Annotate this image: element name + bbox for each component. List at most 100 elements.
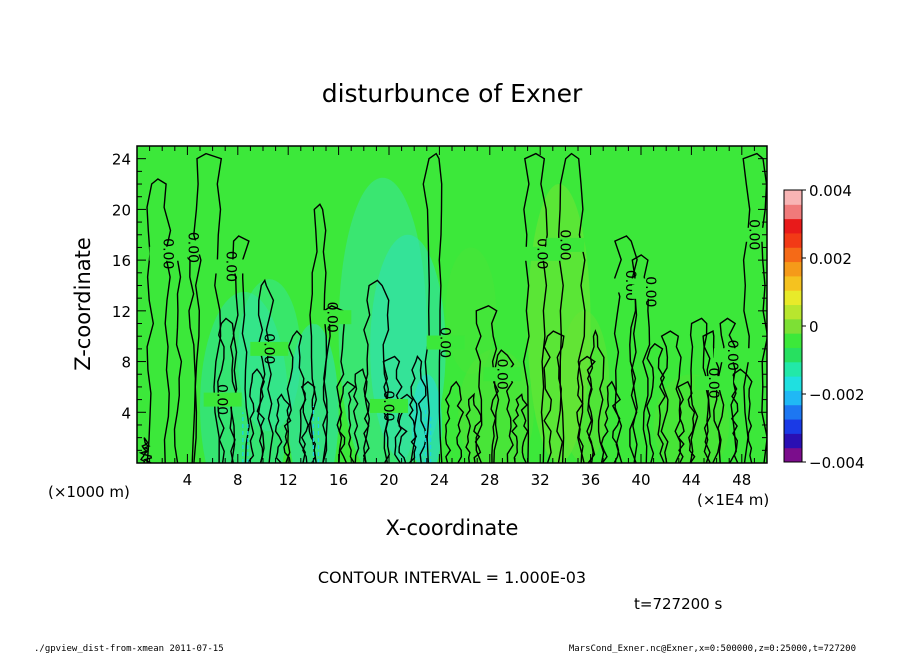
contour-line xyxy=(730,368,753,463)
contour-label-bg xyxy=(212,259,251,274)
contour-line xyxy=(557,152,586,463)
contour-label-bg xyxy=(735,227,767,242)
colorbar-swatch xyxy=(784,218,802,234)
contour-label: 0.00 xyxy=(745,219,761,250)
y-tick-label: 24 xyxy=(112,151,131,169)
contour-line xyxy=(490,349,515,463)
contour-line xyxy=(193,152,223,463)
contour-line xyxy=(146,178,172,463)
y-axis-label: Z-coordinate xyxy=(71,237,95,371)
x-scale-label: (×1E4 m) xyxy=(697,491,769,509)
colorbar-swatch xyxy=(784,333,802,348)
colorbar-swatch xyxy=(784,290,802,306)
contour-line xyxy=(702,330,721,463)
contour-line xyxy=(300,380,317,463)
y-tick-label: 12 xyxy=(112,303,131,321)
colorbar-tick-label: −0.004 xyxy=(809,454,865,472)
colorbar-swatch xyxy=(784,376,802,391)
x-tick-label: 28 xyxy=(480,471,499,489)
contour-label-bg xyxy=(483,367,522,382)
colorbar-tick-label: 0.004 xyxy=(809,182,852,200)
contour-label-bg xyxy=(250,341,289,356)
x-unit-label: (×1000 m) xyxy=(48,483,130,501)
x-tick-label: 44 xyxy=(682,471,701,489)
y-tick-label: 8 xyxy=(121,354,131,372)
contour-label: 0.00 xyxy=(493,359,509,390)
contour-label-bg xyxy=(632,284,671,299)
contour-label: 0.00 xyxy=(380,390,396,421)
x-tick-label: 8 xyxy=(233,471,243,489)
colorbar-swatch xyxy=(784,433,802,449)
contour-labels: 0.00 0.000.000.000.000.00 0.000.000.000.00… xyxy=(149,219,767,422)
x-axis-ticks: 4 8 12 16 20 24 28 32 36 40 44 48 xyxy=(136,146,768,489)
negative-contour-line xyxy=(312,405,320,463)
x-tick-label: 12 xyxy=(279,471,298,489)
x-tick-label: 48 xyxy=(732,471,751,489)
contour-label: 0.00 xyxy=(724,340,740,371)
y-tick-label: 20 xyxy=(112,201,131,219)
contour-line xyxy=(230,235,250,463)
contour-line xyxy=(586,329,605,463)
colorbar-swatch xyxy=(784,447,802,463)
contour-interval-text: CONTOUR INTERVAL = 1.000E-03 xyxy=(318,568,586,587)
contour-line xyxy=(338,380,357,463)
plot-area: 0.00 0.000.000.000.000.00 0.000.000.000.00… xyxy=(112,145,768,489)
colorbar-swatch xyxy=(784,190,802,205)
x-tick-label: 40 xyxy=(631,471,650,489)
contour-line xyxy=(646,342,666,463)
field-patch xyxy=(559,310,610,463)
negative-contour-line xyxy=(242,412,249,463)
contour-label-bg xyxy=(203,392,242,407)
contour-label-bg xyxy=(426,335,465,350)
colorbar-swatch xyxy=(784,361,802,377)
colorbar-swatch xyxy=(784,247,802,263)
contour-line xyxy=(629,254,651,463)
contour-line xyxy=(444,380,465,463)
x-tick-label: 36 xyxy=(581,471,600,489)
contour-label: 0.00 xyxy=(214,384,230,415)
colorbar-swatch xyxy=(784,204,802,220)
contour-label: 0.00 xyxy=(160,238,176,269)
contour-line xyxy=(576,355,596,463)
contour-line xyxy=(716,317,737,463)
contour-line xyxy=(511,393,529,463)
y-tick-label: 16 xyxy=(112,252,131,270)
footer-left: ./gpview_dist-from-xmean 2011-07-15 xyxy=(34,644,224,654)
negative-contour-line xyxy=(424,405,432,463)
colorbar-swatch xyxy=(784,318,802,334)
contour-label-bg xyxy=(695,376,734,391)
x-tick-label: 32 xyxy=(531,471,550,489)
contour-label-bg xyxy=(370,398,408,413)
colorbar-tick-label: 0.002 xyxy=(809,250,852,268)
colorbar-swatch xyxy=(784,419,802,434)
contour-label-bg xyxy=(713,348,752,363)
contour-line xyxy=(274,393,292,463)
x-tick-label: 24 xyxy=(430,471,449,489)
contour-label-bg xyxy=(174,240,213,255)
y-axis-ticks: 4 8 12 16 20 24 xyxy=(112,145,767,464)
contour-label: 0.00 xyxy=(642,276,658,307)
contour-line xyxy=(285,330,307,463)
contour-line xyxy=(138,437,153,463)
contour-label: 0.00 xyxy=(260,333,276,364)
y-tick-label: 4 xyxy=(121,404,131,422)
contour-line xyxy=(352,368,370,463)
contour-line xyxy=(410,355,427,463)
field-patch xyxy=(411,374,442,463)
colorbar-swatch xyxy=(784,261,802,277)
contour-line xyxy=(475,305,500,463)
colorbar-swatch xyxy=(784,304,802,320)
colorbar-tick-label: 0 xyxy=(809,318,819,336)
colorbar-swatch xyxy=(784,404,802,420)
contour-line xyxy=(363,279,390,463)
contour-label: 0.00 xyxy=(534,238,550,269)
contour-label: 0.00 xyxy=(323,302,339,333)
contour-line xyxy=(398,393,418,463)
contour-label: 0.00 xyxy=(705,368,721,399)
x-tick-label: 20 xyxy=(379,471,398,489)
contour-line xyxy=(256,278,275,463)
colorbar-swatch xyxy=(784,347,802,363)
time-label: t=727200 s xyxy=(634,595,722,613)
contour-label: 0.00 xyxy=(185,232,201,263)
colorbar-swatch xyxy=(784,390,802,406)
